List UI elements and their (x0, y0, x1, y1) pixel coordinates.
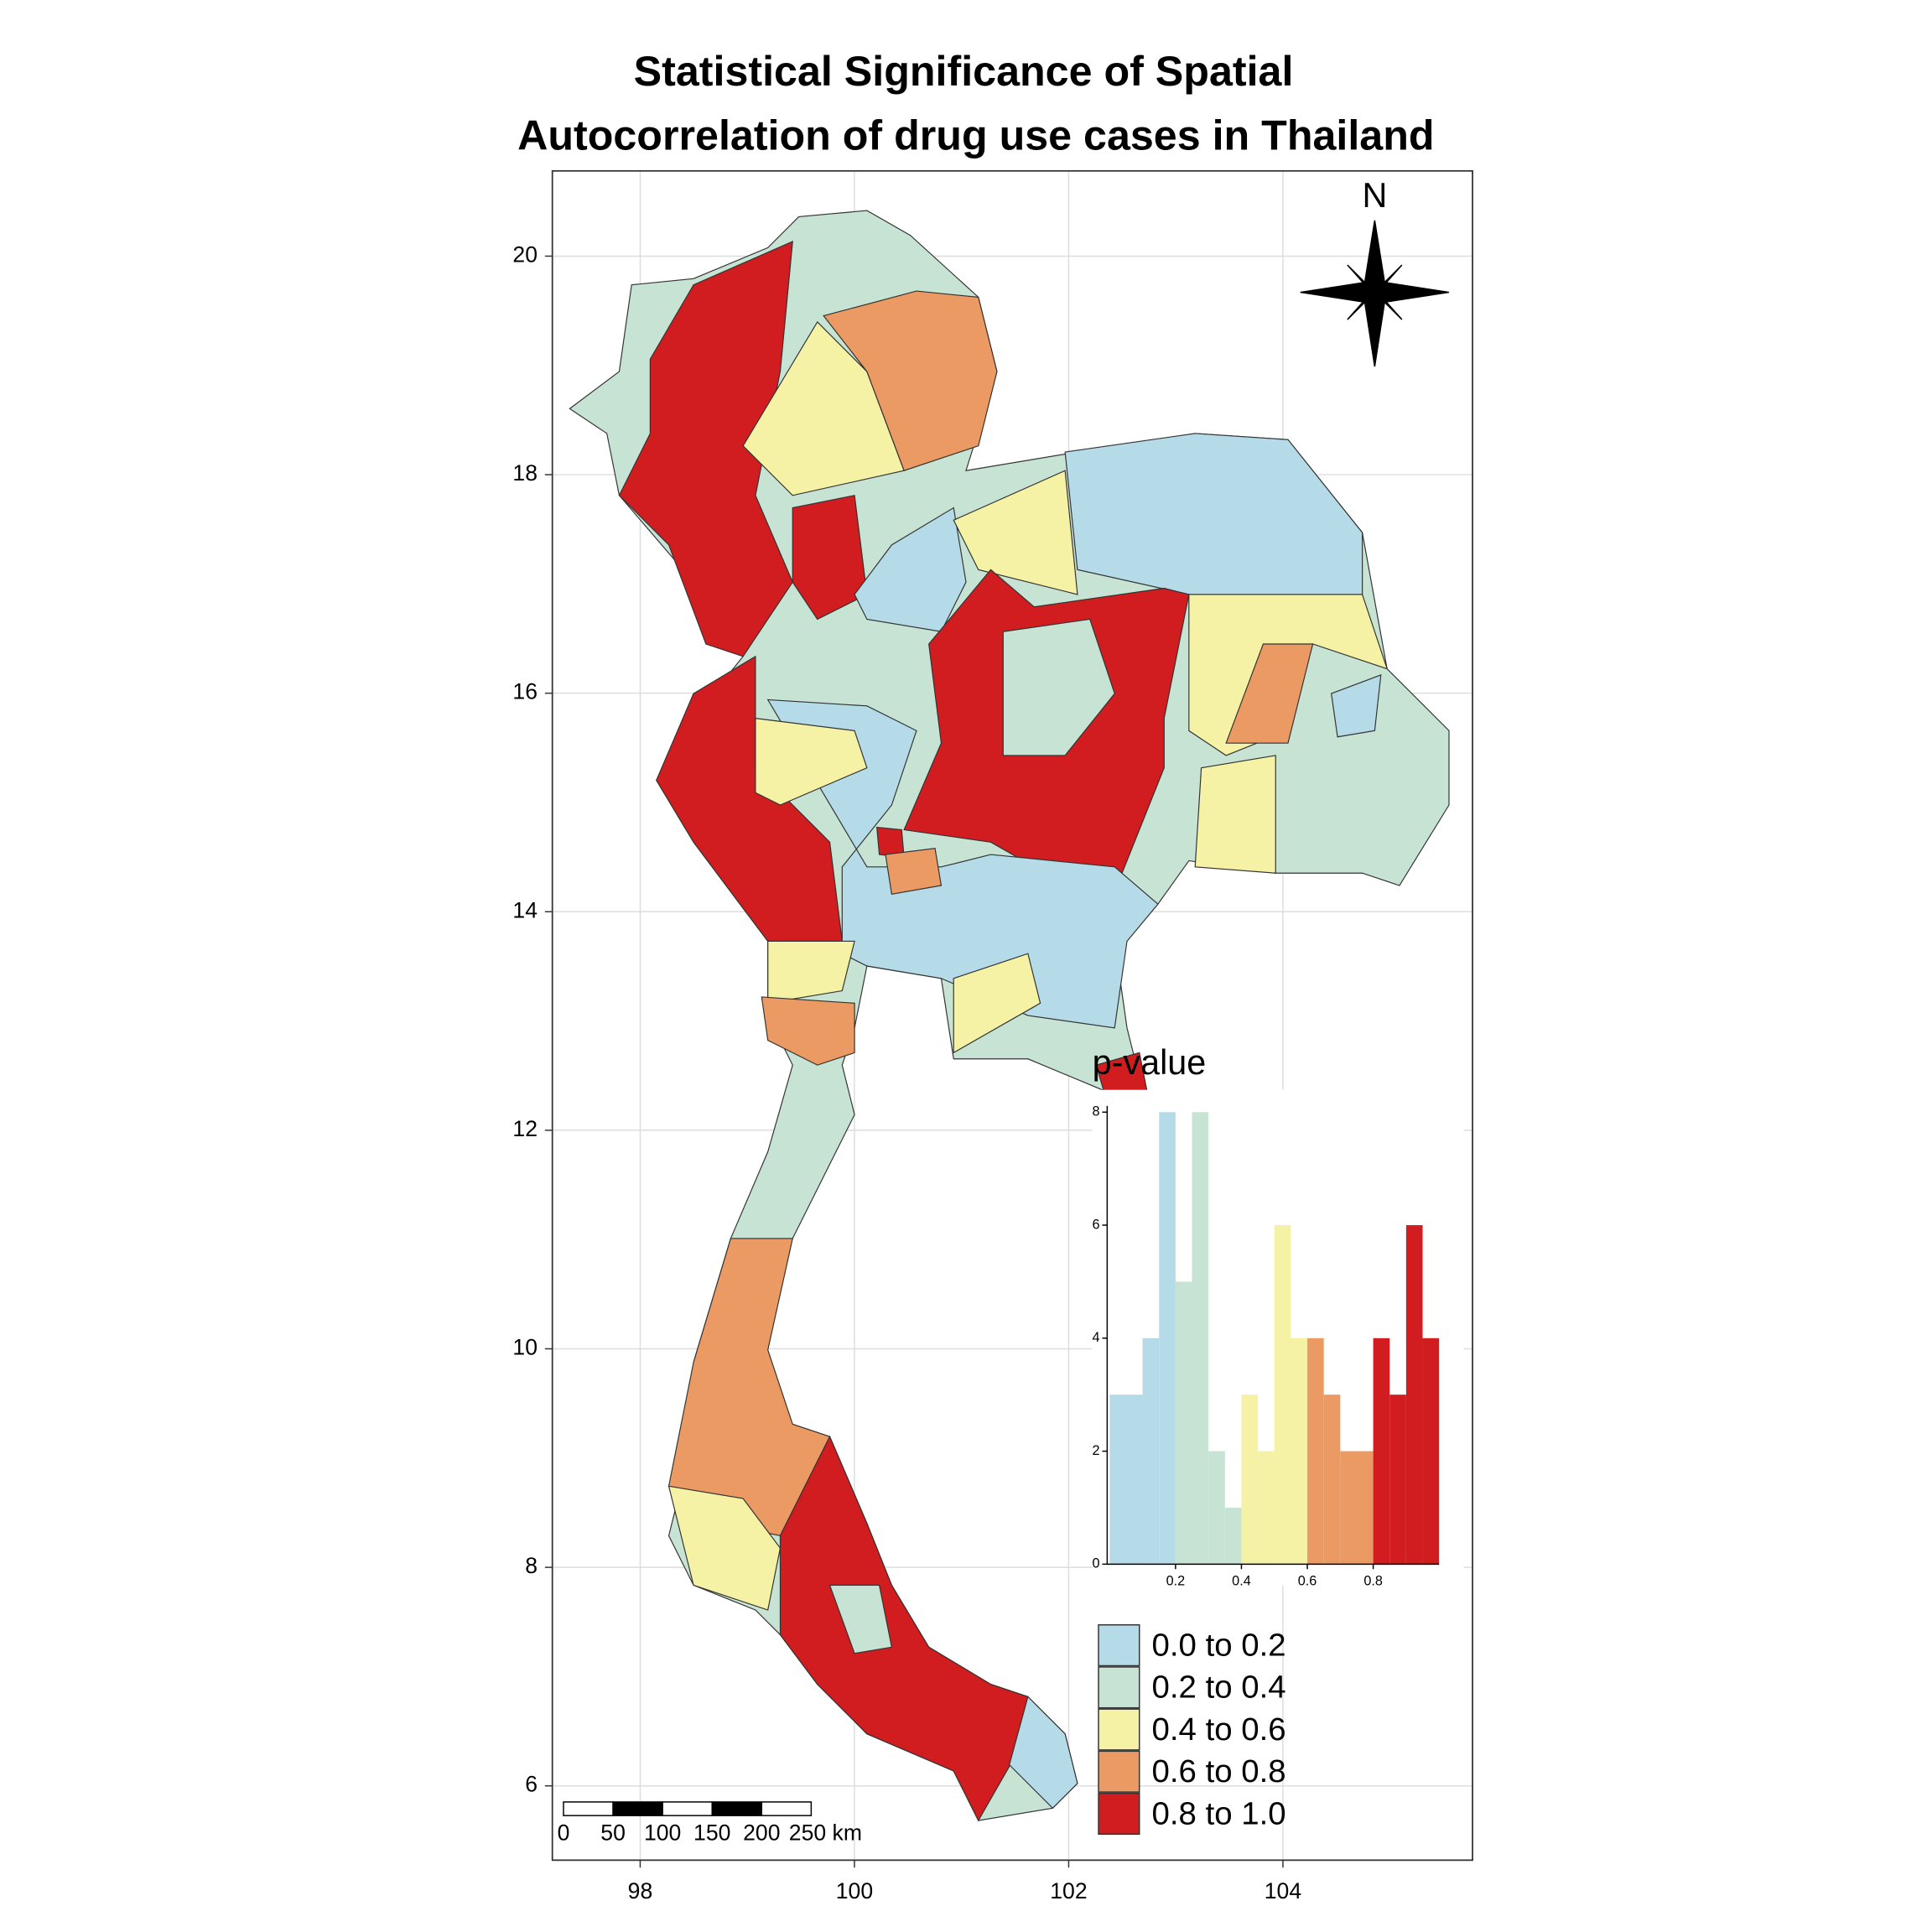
province (885, 848, 943, 896)
histogram-bar (1109, 1394, 1126, 1565)
title-line: Statistical Significance of Spatial (634, 48, 1294, 95)
histogram-bar (1159, 1112, 1176, 1565)
histogram-bar (1389, 1394, 1406, 1565)
scale-label: 250 km (789, 1820, 862, 1845)
histogram-bar (1405, 1225, 1423, 1565)
province (766, 699, 1159, 1029)
legend-label: 0.4 to 0.6 (1152, 1711, 1286, 1748)
y-tick-label: 14 (512, 897, 538, 922)
scale-label: 100 (644, 1820, 681, 1845)
histogram-bar (1340, 1451, 1357, 1565)
y-tick-label: 10 (512, 1335, 538, 1360)
histogram-bar (1175, 1281, 1192, 1565)
province (1331, 674, 1382, 738)
province (953, 953, 1041, 1054)
histogram-bar (1224, 1507, 1242, 1565)
legend-label: 0.2 to 0.4 (1152, 1670, 1286, 1706)
histogram: p-value 0 2 4 6 8 0.2 0.4 0.6 0.8 (1092, 1043, 1464, 1588)
y-tick-label: 6 (525, 1772, 538, 1797)
histogram-bar (1422, 1337, 1440, 1565)
province (828, 1584, 893, 1654)
province (1064, 433, 1363, 595)
scale-bar: 0 50 100 150 200 250 km (558, 1801, 862, 1845)
x-tick-label: 98 (628, 1878, 653, 1903)
province (767, 940, 855, 1005)
y-tick-label: 2 (1092, 1443, 1099, 1458)
x-tick-label: 102 (1050, 1878, 1087, 1903)
legend-label: 0.0 to 0.2 (1152, 1627, 1286, 1663)
legend-swatch (1098, 1750, 1140, 1793)
title-line: Autocorrelation of drug use cases in Tha… (517, 112, 1435, 159)
histogram-title: p-value (1093, 1043, 1207, 1082)
y-tick-label: 6 (1092, 1217, 1099, 1232)
province (618, 241, 793, 657)
scale-label: 150 (693, 1820, 730, 1845)
legend-label: 0.6 to 0.8 (1152, 1753, 1286, 1789)
province (1009, 1696, 1078, 1810)
province (854, 506, 967, 632)
y-tick-label: 16 (512, 679, 538, 704)
histogram-bar (1258, 1451, 1275, 1565)
scale-label: 50 (600, 1820, 626, 1845)
x-tick-label: 0.2 (1166, 1573, 1186, 1588)
y-tick-label: 4 (1092, 1330, 1099, 1345)
x-tick-label: 0.8 (1363, 1573, 1383, 1588)
province (823, 290, 998, 471)
scale-label: 0 (558, 1820, 570, 1845)
x-tick-label: 0.6 (1298, 1573, 1317, 1588)
legend-label: 0.8 to 1.0 (1152, 1795, 1286, 1831)
legend-swatch (1098, 1708, 1140, 1751)
legend-swatch (1098, 1623, 1140, 1667)
province (792, 495, 868, 621)
province (1225, 643, 1314, 744)
province (1194, 755, 1276, 874)
y-tick-label: 0 (1092, 1556, 1099, 1571)
histogram-bar (1241, 1394, 1259, 1565)
histogram-bar (1192, 1112, 1209, 1565)
x-tick-label: 100 (836, 1878, 873, 1903)
provinces (569, 210, 1450, 1822)
x-tick-label: 104 (1265, 1878, 1301, 1903)
histogram-bar (1208, 1451, 1225, 1565)
histogram-bar (1142, 1337, 1160, 1565)
legend-swatch (1098, 1666, 1140, 1709)
histogram-bar (1356, 1451, 1374, 1565)
y-tick-label: 18 (512, 460, 538, 486)
legend-swatch (1098, 1792, 1140, 1836)
north-arrow: N (1300, 176, 1450, 367)
y-tick-label: 20 (512, 242, 538, 267)
histogram-bar (1373, 1337, 1390, 1565)
y-tick-label: 8 (525, 1553, 538, 1578)
histogram-bar (1291, 1337, 1308, 1565)
histogram-bar (1323, 1394, 1341, 1565)
province (761, 996, 855, 1066)
province (755, 717, 868, 806)
y-tick-label: 12 (512, 1116, 538, 1141)
north-label: N (1362, 176, 1387, 215)
scale-label: 200 (743, 1820, 780, 1845)
map-frame (551, 169, 1473, 1862)
province (1002, 618, 1115, 756)
province (667, 1485, 782, 1611)
legend: 0.0 to 0.2 0.2 to 0.4 0.4 to 0.6 0.6 to 0.8… (1098, 1623, 1286, 1836)
y-tick-label: 8 (1092, 1104, 1099, 1119)
histogram-bar (1274, 1225, 1291, 1565)
histogram-bar (1307, 1337, 1324, 1565)
x-tick-label: 0.4 (1232, 1573, 1251, 1588)
province (953, 470, 1078, 595)
histogram-bar (1125, 1394, 1143, 1565)
